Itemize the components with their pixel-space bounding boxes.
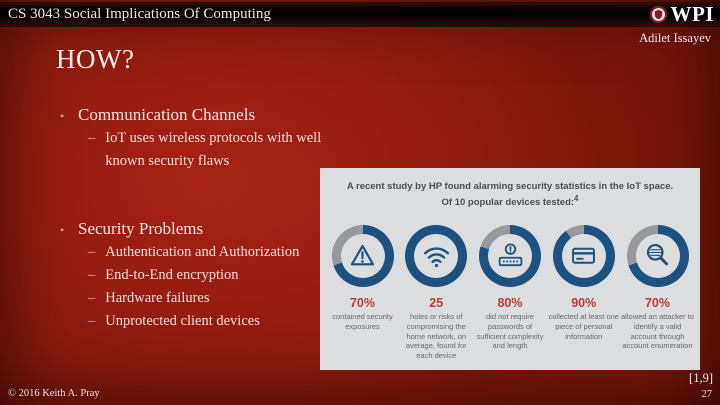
author-name: Adilet Issayev bbox=[639, 31, 711, 45]
dash-icon: – bbox=[88, 130, 96, 146]
dash-icon: – bbox=[88, 290, 96, 306]
footnote-marker: 4 bbox=[574, 194, 579, 204]
bullet-list: • Communication Channels – IoT uses wire… bbox=[60, 104, 360, 333]
donut-ring bbox=[552, 224, 615, 287]
page-number: 27 bbox=[701, 389, 713, 400]
donut-ring bbox=[479, 224, 541, 287]
stat-value: 90% bbox=[571, 295, 597, 310]
password-alert-icon bbox=[498, 243, 522, 267]
wpi-logotype: WPI bbox=[670, 2, 714, 26]
stat-description: allowed an attacker to identify a valid … bbox=[621, 311, 694, 351]
ring-center bbox=[635, 233, 680, 278]
sub-bullet-label: Authentication and Authorization bbox=[105, 244, 300, 260]
wpi-seal-icon bbox=[649, 5, 667, 24]
sub-bullet-item: – Authentication and Authorization bbox=[60, 241, 360, 264]
stat-value: 80% bbox=[497, 295, 523, 310]
ring-center bbox=[414, 233, 459, 278]
ring-center bbox=[340, 233, 385, 278]
stat-column: 80% did not require passwords of suffici… bbox=[474, 224, 547, 361]
stat-value: 70% bbox=[349, 295, 376, 310]
credit-card-icon bbox=[572, 247, 596, 264]
stat-column: 90% collected at least one piece of pers… bbox=[547, 224, 620, 361]
bullet-item: • Security Problems bbox=[60, 218, 360, 241]
stat-value: 70% bbox=[644, 295, 671, 310]
ring-center bbox=[488, 233, 532, 278]
citation-reference: [1,9] bbox=[689, 371, 713, 385]
infographic-heading-line1: A recent study by HP found alarming secu… bbox=[346, 181, 674, 192]
copyright-text: © 2016 Keith A. Pray bbox=[8, 388, 100, 399]
stat-description: holes or risks of compromising the home … bbox=[405, 311, 467, 361]
infographic-heading: A recent study by HP found alarming secu… bbox=[338, 180, 682, 210]
stat-column: 70% allowed an attacker to identify a va… bbox=[621, 224, 694, 361]
infographic-heading-line2: Of 10 popular devices tested:4 bbox=[441, 194, 579, 209]
stat-column: 70% contained security exposures bbox=[326, 224, 399, 361]
donut-ring bbox=[626, 224, 689, 287]
sub-bullet-label: Hardware failures bbox=[105, 290, 210, 306]
donut-ring bbox=[331, 224, 394, 287]
dash-icon: – bbox=[88, 244, 96, 260]
slide-title: HOW? bbox=[56, 44, 135, 74]
wifi-icon bbox=[423, 247, 449, 268]
sub-bullet-label: End-to-End encryption bbox=[105, 267, 239, 283]
bullet-item: • Communication Channels bbox=[60, 104, 360, 127]
donut-ring bbox=[405, 224, 468, 287]
course-title: CS 3043 Social Implications Of Computing bbox=[8, 6, 271, 22]
sub-bullet-item: – Unprotected client devices bbox=[60, 310, 360, 333]
stat-value: 25 bbox=[429, 295, 444, 310]
dash-icon: – bbox=[88, 313, 96, 329]
sub-bullet-item: – Hardware failures bbox=[60, 287, 360, 310]
stat-column: 25 holes or risks of compromising the ho… bbox=[400, 224, 473, 361]
stat-description: contained security exposures bbox=[332, 311, 393, 331]
sub-bullet-item: – End-to-End encryption bbox=[60, 264, 360, 287]
bullet-dot-icon: • bbox=[60, 223, 65, 237]
header-bar: CS 3043 Social Implications Of Computing… bbox=[0, 2, 720, 27]
warning-triangle-icon bbox=[350, 245, 375, 266]
sub-bullet-item: – IoT uses wireless protocols with well … bbox=[60, 127, 360, 173]
search-globe-icon bbox=[646, 244, 669, 266]
sub-bullet-label: Unprotected client devices bbox=[105, 313, 260, 329]
stat-description: did not require passwords of sufficient … bbox=[476, 311, 544, 351]
stats-row: 70% contained security exposures 25 bbox=[320, 224, 700, 361]
sub-bullet-label: IoT uses wireless protocols with well kn… bbox=[105, 130, 322, 169]
dash-icon: – bbox=[88, 267, 96, 283]
ring-center bbox=[561, 233, 606, 278]
bullet-dot-icon: • bbox=[60, 109, 65, 123]
infographic-panel: A recent study by HP found alarming secu… bbox=[320, 168, 700, 370]
stat-description: collected at least one piece of personal… bbox=[548, 311, 619, 341]
wpi-logo: WPI bbox=[649, 4, 720, 25]
bullet-label: Security Problems bbox=[78, 219, 204, 238]
bullet-label: Communication Channels bbox=[78, 105, 256, 124]
